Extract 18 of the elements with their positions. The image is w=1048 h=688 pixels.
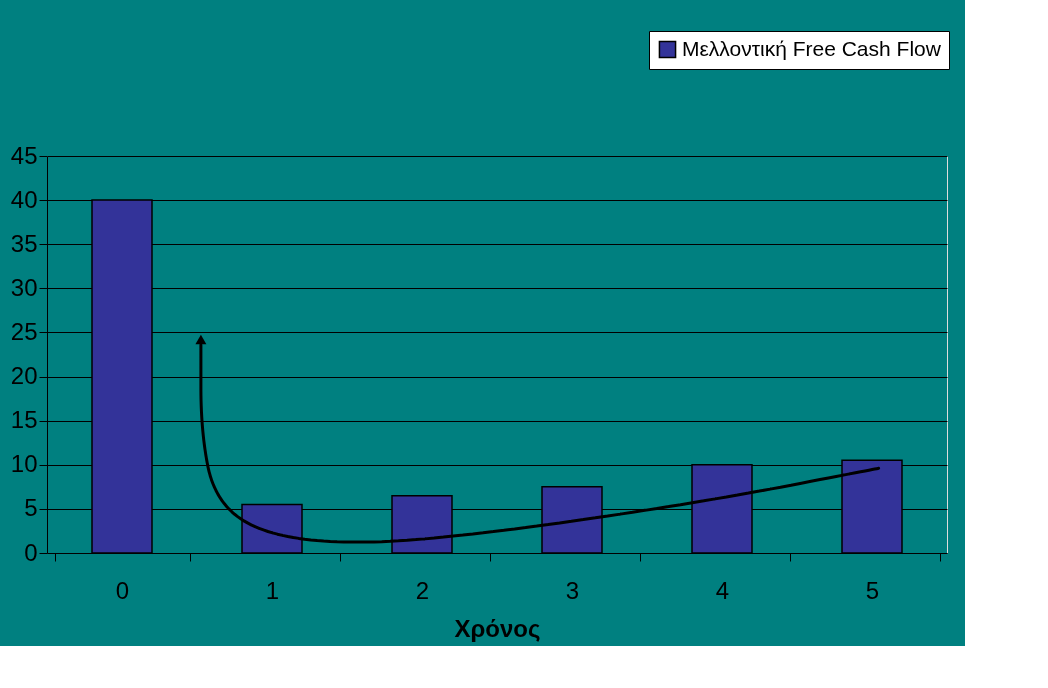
x-axis-title: Χρόνος <box>454 614 541 642</box>
y-tick-label: 10 <box>10 450 38 478</box>
y-tick-label: 0 <box>24 538 38 566</box>
x-tick-label: 0 <box>115 576 130 604</box>
x-tick-label: 1 <box>265 576 280 604</box>
y-tick-label: 45 <box>10 141 38 169</box>
legend-label: Μελλοντική Free Cash Flow <box>682 36 942 60</box>
y-tick-label: 25 <box>10 317 38 345</box>
y-tick-label: 40 <box>10 185 38 213</box>
x-tick-label: 4 <box>715 576 730 604</box>
y-tick-label: 15 <box>10 406 38 434</box>
x-tick-label: 3 <box>565 576 580 604</box>
y-tick-label: 5 <box>24 494 38 522</box>
y-tick-label: 30 <box>10 273 38 301</box>
x-tick-label: 5 <box>865 576 880 604</box>
x-tick-label: 2 <box>415 576 430 604</box>
y-tick-label: 35 <box>10 229 38 257</box>
y-tick-label: 20 <box>10 362 38 390</box>
